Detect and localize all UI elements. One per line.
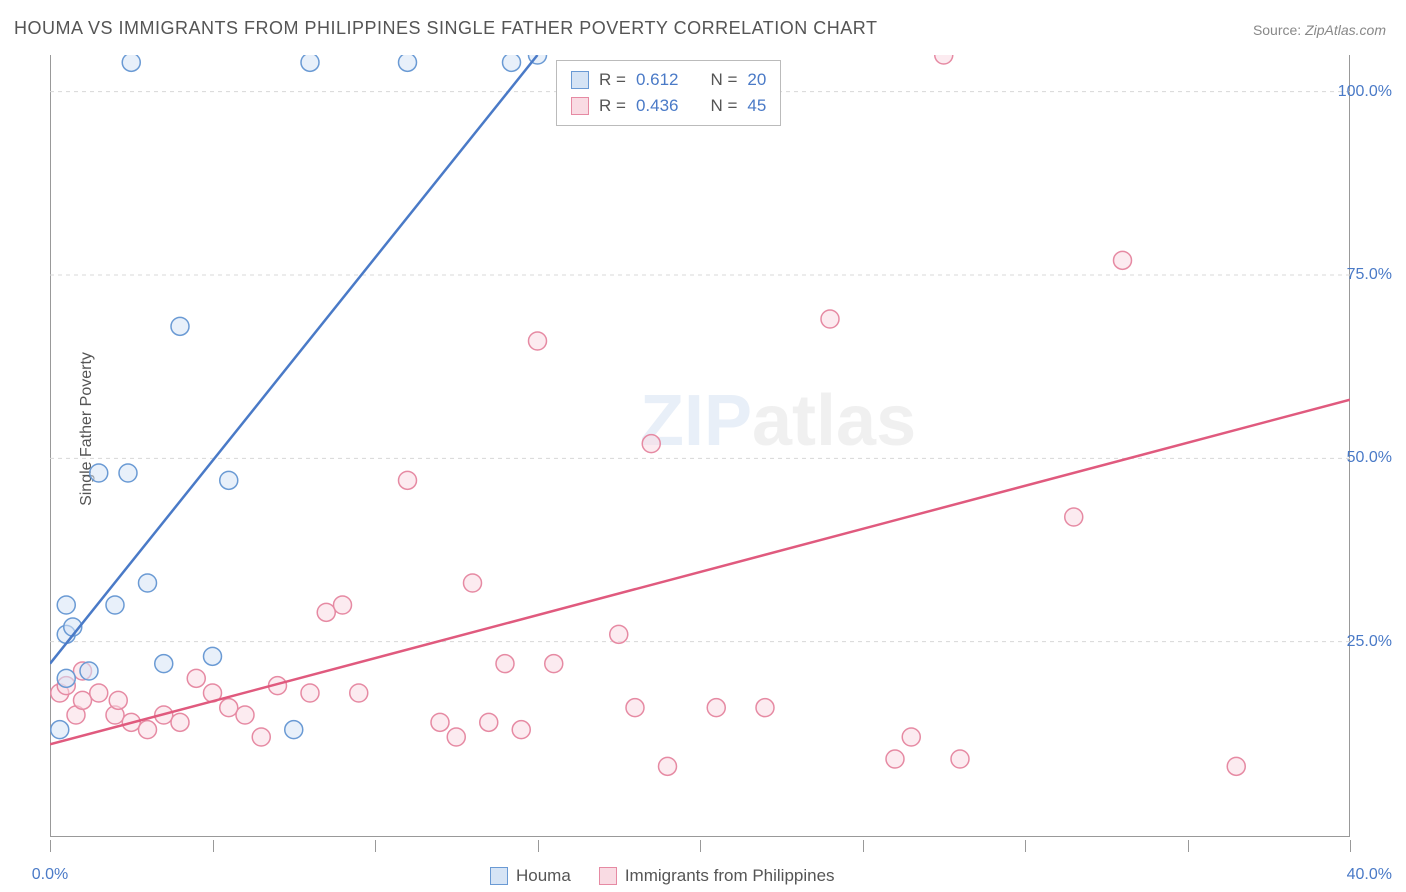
legend-label-philippines: Immigrants from Philippines bbox=[625, 866, 835, 886]
stats-row-philippines: R = 0.436 N = 45 bbox=[571, 93, 766, 119]
swatch-philippines bbox=[571, 97, 589, 115]
legend: Houma Immigrants from Philippines bbox=[490, 866, 835, 886]
source-attribution: Source: ZipAtlas.com bbox=[1253, 22, 1386, 38]
y-tick-label: 25.0% bbox=[1347, 633, 1392, 651]
swatch-houma bbox=[571, 71, 589, 89]
legend-item-philippines: Immigrants from Philippines bbox=[599, 866, 835, 886]
legend-swatch-philippines bbox=[599, 867, 617, 885]
n-value-philippines: 45 bbox=[747, 96, 766, 116]
x-tick bbox=[375, 840, 376, 852]
n-value-houma: 20 bbox=[747, 70, 766, 90]
x-tick bbox=[700, 840, 701, 852]
r-value-philippines: 0.436 bbox=[636, 96, 679, 116]
x-tick bbox=[863, 840, 864, 852]
legend-swatch-houma bbox=[490, 867, 508, 885]
n-label: N = bbox=[710, 96, 737, 116]
legend-label-houma: Houma bbox=[516, 866, 571, 886]
stats-row-houma: R = 0.612 N = 20 bbox=[571, 67, 766, 93]
chart-title: HOUMA VS IMMIGRANTS FROM PHILIPPINES SIN… bbox=[14, 18, 877, 39]
x-tick bbox=[1188, 840, 1189, 852]
r-label: R = bbox=[599, 96, 626, 116]
x-tick bbox=[538, 840, 539, 852]
r-label: R = bbox=[599, 70, 626, 90]
stats-box: R = 0.612 N = 20 R = 0.436 N = 45 bbox=[556, 60, 781, 126]
x-tick bbox=[50, 840, 51, 852]
x-axis bbox=[50, 836, 1350, 837]
n-label: N = bbox=[710, 70, 737, 90]
y-tick-label: 50.0% bbox=[1347, 449, 1392, 467]
scatter-plot bbox=[50, 55, 1350, 825]
x-tick-label: 0.0% bbox=[32, 866, 68, 884]
source-label: Source: bbox=[1253, 22, 1301, 38]
x-tick bbox=[213, 840, 214, 852]
x-tick-label: 40.0% bbox=[1347, 866, 1392, 884]
r-value-houma: 0.612 bbox=[636, 70, 679, 90]
x-tick bbox=[1025, 840, 1026, 852]
source-value: ZipAtlas.com bbox=[1305, 22, 1386, 38]
y-tick-label: 75.0% bbox=[1347, 266, 1392, 284]
y-tick-label: 100.0% bbox=[1338, 83, 1392, 101]
x-tick bbox=[1350, 840, 1351, 852]
legend-item-houma: Houma bbox=[490, 866, 571, 886]
